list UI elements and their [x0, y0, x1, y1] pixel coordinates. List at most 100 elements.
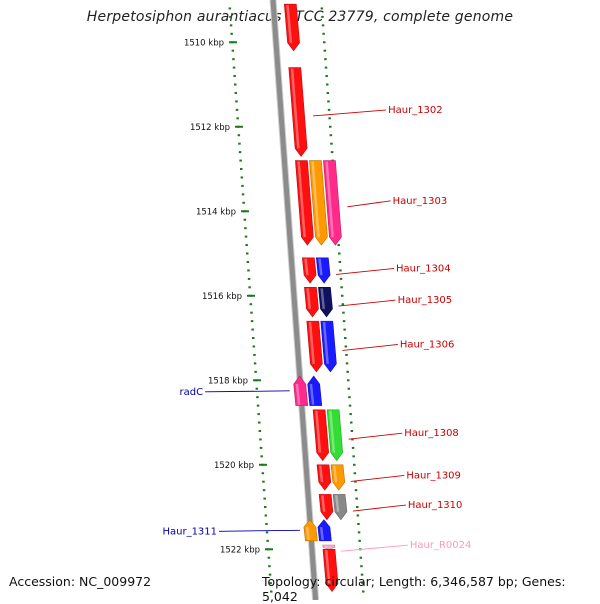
gene-3: [309, 160, 328, 246]
gene-12: [307, 375, 323, 406]
kbp-label: 1510 kbp: [184, 38, 224, 48]
gene-8: [318, 287, 333, 318]
gene-highlight: [335, 495, 340, 512]
genome-backbone: [269, 0, 320, 600]
gene-arrow: [326, 409, 344, 462]
gene-arrow: [317, 519, 332, 542]
gene-label[interactable]: Haur_1304: [396, 263, 451, 274]
label-connector: [342, 344, 398, 351]
gene-1: [288, 67, 308, 157]
gene-arrow: [312, 409, 330, 462]
gene-arrow: [309, 160, 328, 246]
gene-label[interactable]: Haur_1311: [162, 526, 217, 537]
gene-19: [303, 519, 318, 542]
gene-arrow: [322, 548, 339, 593]
label-connector: [313, 109, 387, 117]
gene-6: [315, 257, 331, 284]
gene-label[interactable]: Haur_1308: [404, 428, 459, 439]
gene-highlight: [329, 410, 336, 453]
gene-highlight: [290, 68, 300, 149]
gene-7: [304, 287, 319, 318]
gene-label[interactable]: Haur_1302: [388, 105, 443, 116]
gene-arrow: [288, 67, 308, 157]
gene-arrow: [293, 375, 309, 406]
gene-label[interactable]: Haur_1309: [406, 470, 461, 481]
label-connector: [348, 432, 403, 440]
gene-arrow: [307, 375, 323, 406]
gene-arrow: [318, 494, 334, 521]
gene-labels: Haur_1302 Haur_1303 Haur_1304 Haur_1305 Haur…: [162, 105, 472, 552]
label-connector: [205, 390, 290, 393]
gene-highlight: [308, 322, 315, 364]
gene-arrow: [332, 494, 348, 521]
gene-11: [293, 375, 309, 406]
gene-arrow: [320, 320, 337, 373]
gene-highlight: [315, 410, 322, 453]
gene-arrow: [318, 287, 333, 318]
gene-label[interactable]: Haur_1310: [408, 500, 463, 511]
gene-highlight: [311, 161, 320, 238]
label-connector: [352, 504, 406, 512]
gene-4: [323, 160, 342, 246]
gene-highlight: [286, 5, 293, 43]
gene-highlight: [319, 527, 324, 540]
gene-arrow: [295, 160, 314, 246]
gene-label[interactable]: Haur_1305: [398, 295, 453, 306]
gene-21: [322, 544, 336, 550]
gene-9: [306, 320, 323, 373]
label-connector: [350, 475, 405, 482]
gene-2: [295, 160, 314, 246]
gene-label[interactable]: Haur_1303: [393, 196, 448, 207]
label-connector: [347, 200, 391, 208]
gene-18: [332, 494, 348, 521]
gene-highlight: [295, 384, 301, 405]
gene-highlight: [325, 550, 331, 584]
gene-highlight: [325, 161, 334, 238]
gene-highlight: [322, 322, 329, 364]
label-connector: [338, 299, 396, 307]
gene-14: [326, 409, 344, 462]
gene-arrow: [316, 464, 332, 491]
gene-label[interactable]: Haur_R0024: [410, 540, 472, 551]
gene-highlight: [318, 258, 323, 276]
gene-highlight: [297, 161, 306, 238]
label-connector: [336, 267, 395, 275]
kbp-label: 1522 kbp: [220, 545, 260, 555]
gene-highlight: [304, 258, 309, 276]
gene-arrow: [323, 160, 342, 246]
gene-22: [322, 548, 339, 593]
gene-20: [317, 519, 332, 542]
kbp-label: 1512 kbp: [190, 123, 230, 133]
gene-highlight: [305, 527, 310, 540]
gene-10: [320, 320, 337, 373]
gene-highlight: [333, 465, 338, 483]
accession-text: Accession: NC_009972: [9, 574, 152, 589]
gene-label[interactable]: radC: [180, 387, 204, 398]
gene-highlight: [309, 384, 315, 405]
gene-arrow: [283, 3, 300, 52]
gene-label[interactable]: Haur_1306: [400, 339, 455, 350]
label-connector: [340, 544, 408, 552]
genome-title: Herpetosiphon aurantiacus ATCC 23779, co…: [86, 9, 514, 25]
gene-arrow: [330, 464, 346, 491]
gene-arrow: [303, 519, 318, 542]
gene-0: [283, 3, 300, 52]
gene-highlight: [324, 546, 328, 548]
gene-17: [318, 494, 334, 521]
genes: [283, 3, 348, 593]
gene-13: [312, 409, 330, 462]
kbp-label: 1520 kbp: [214, 461, 254, 471]
gene-arrow: [315, 257, 331, 284]
label-connector: [219, 529, 300, 532]
kbp-label: 1514 kbp: [196, 207, 236, 217]
gene-5: [301, 257, 317, 284]
gene-arrow: [301, 257, 317, 284]
gene-arrow: [306, 320, 323, 373]
gene-15: [316, 464, 332, 491]
kbp-label: 1518 kbp: [208, 376, 248, 386]
gene-highlight: [320, 288, 325, 309]
gene-arrow: [322, 544, 336, 550]
backbone-line: [270, 0, 319, 600]
kbp-labels: 1510 kbp 1512 kbp 1514 kbp 1516 kbp 1518 kbp…: [184, 38, 273, 555]
